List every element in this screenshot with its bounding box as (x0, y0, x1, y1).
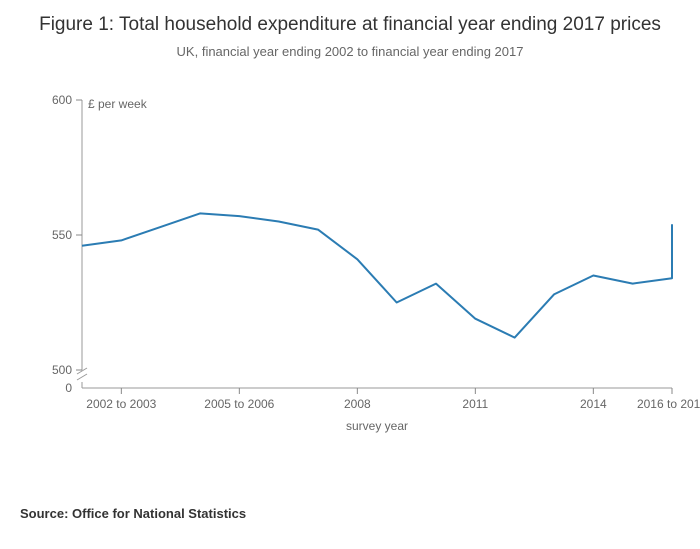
line-chart: 5005506000£ per week2002 to 20032005 to … (30, 100, 680, 440)
y-tick-label: 550 (52, 228, 72, 242)
y-zero-label: 0 (65, 381, 72, 395)
x-tick-label: 2016 to 2017 (637, 397, 700, 411)
x-tick-label: 2014 (580, 397, 607, 411)
chart-area: 5005506000£ per week2002 to 20032005 to … (30, 100, 680, 440)
figure-title: Figure 1: Total household expenditure at… (0, 0, 700, 36)
y-tick-label: 600 (52, 93, 72, 107)
source-text: Source: Office for National Statistics (20, 506, 246, 521)
x-tick-label: 2005 to 2006 (204, 397, 274, 411)
x-axis-title: survey year (346, 419, 408, 433)
x-tick-label: 2011 (462, 397, 488, 411)
axis-break-icon (77, 374, 87, 380)
y-tick-label: 500 (52, 363, 72, 377)
data-line (82, 213, 672, 337)
y-unit-label: £ per week (88, 97, 148, 111)
x-tick-label: 2008 (344, 397, 371, 411)
x-tick-label: 2002 to 2003 (86, 397, 156, 411)
figure-subtitle: UK, financial year ending 2002 to financ… (0, 36, 700, 59)
figure-container: Figure 1: Total household expenditure at… (0, 0, 700, 549)
